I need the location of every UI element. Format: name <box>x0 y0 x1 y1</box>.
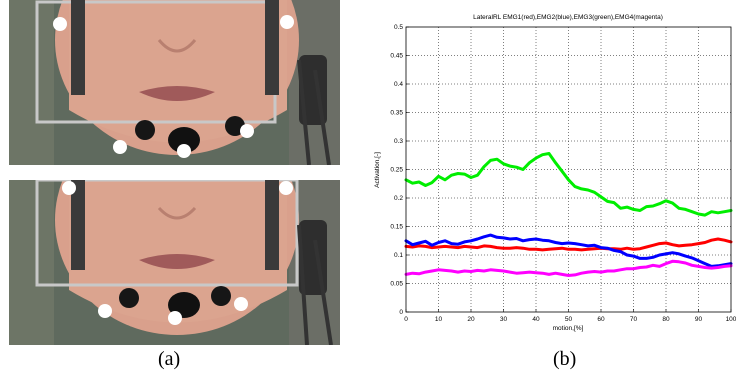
chart-title: LateralRL EMG1(red),EMG2(blue),EMG3(gree… <box>473 14 663 21</box>
series-line-magenta <box>404 259 733 277</box>
face-photo-top <box>9 0 340 165</box>
y-tick-label: 0.05 <box>390 281 403 288</box>
x-tick-label: 90 <box>695 316 703 323</box>
series-line-green <box>404 152 733 217</box>
series-line-blue <box>404 233 733 268</box>
caption-b: (b) <box>553 348 577 370</box>
y-tick-label: 0.25 <box>390 167 403 174</box>
y-tick-label: 0.35 <box>390 110 403 117</box>
face-photo-bottom <box>9 180 340 345</box>
y-tick-labels: 0 0.05 0.1 0.15 0.2 0.25 0.3 0.35 0.4 0.45 0.5 <box>390 24 409 316</box>
series-line-red <box>404 237 733 252</box>
x-tick-labels: 0 10 20 30 40 50 60 70 80 90 100 <box>404 309 736 323</box>
x-axis-label: motion,[%] <box>553 325 584 332</box>
emg-activation-chart: 0 10 20 30 40 50 60 70 80 90 100 0 0.05 0.1 0.15 0.2 0.… <box>374 14 736 332</box>
y-tick-label: 0.1 <box>394 252 403 259</box>
x-tick-label: 0 <box>404 316 408 323</box>
y-tick-label: 0.15 <box>390 224 403 231</box>
y-tick-label: 0.5 <box>394 24 403 31</box>
x-tick-label: 70 <box>630 316 638 323</box>
x-tick-label: 10 <box>435 316 443 323</box>
x-tick-label: 20 <box>467 316 475 323</box>
x-tick-label: 50 <box>565 316 573 323</box>
y-tick-label: 0.2 <box>394 195 403 202</box>
y-tick-label: 0.3 <box>394 138 403 145</box>
caption-a: (a) <box>158 348 181 370</box>
y-axis-label: Activation,[-] <box>374 152 381 188</box>
series-lines <box>404 152 733 277</box>
x-tick-label: 30 <box>500 316 508 323</box>
x-tick-label: 80 <box>662 316 670 323</box>
y-tick-label: 0.4 <box>394 81 403 88</box>
y-tick-label: 0 <box>399 309 403 316</box>
x-tick-label: 60 <box>597 316 605 323</box>
x-tick-label: 40 <box>532 316 540 323</box>
x-tick-label: 100 <box>726 316 736 323</box>
y-tick-label: 0.45 <box>390 53 403 60</box>
